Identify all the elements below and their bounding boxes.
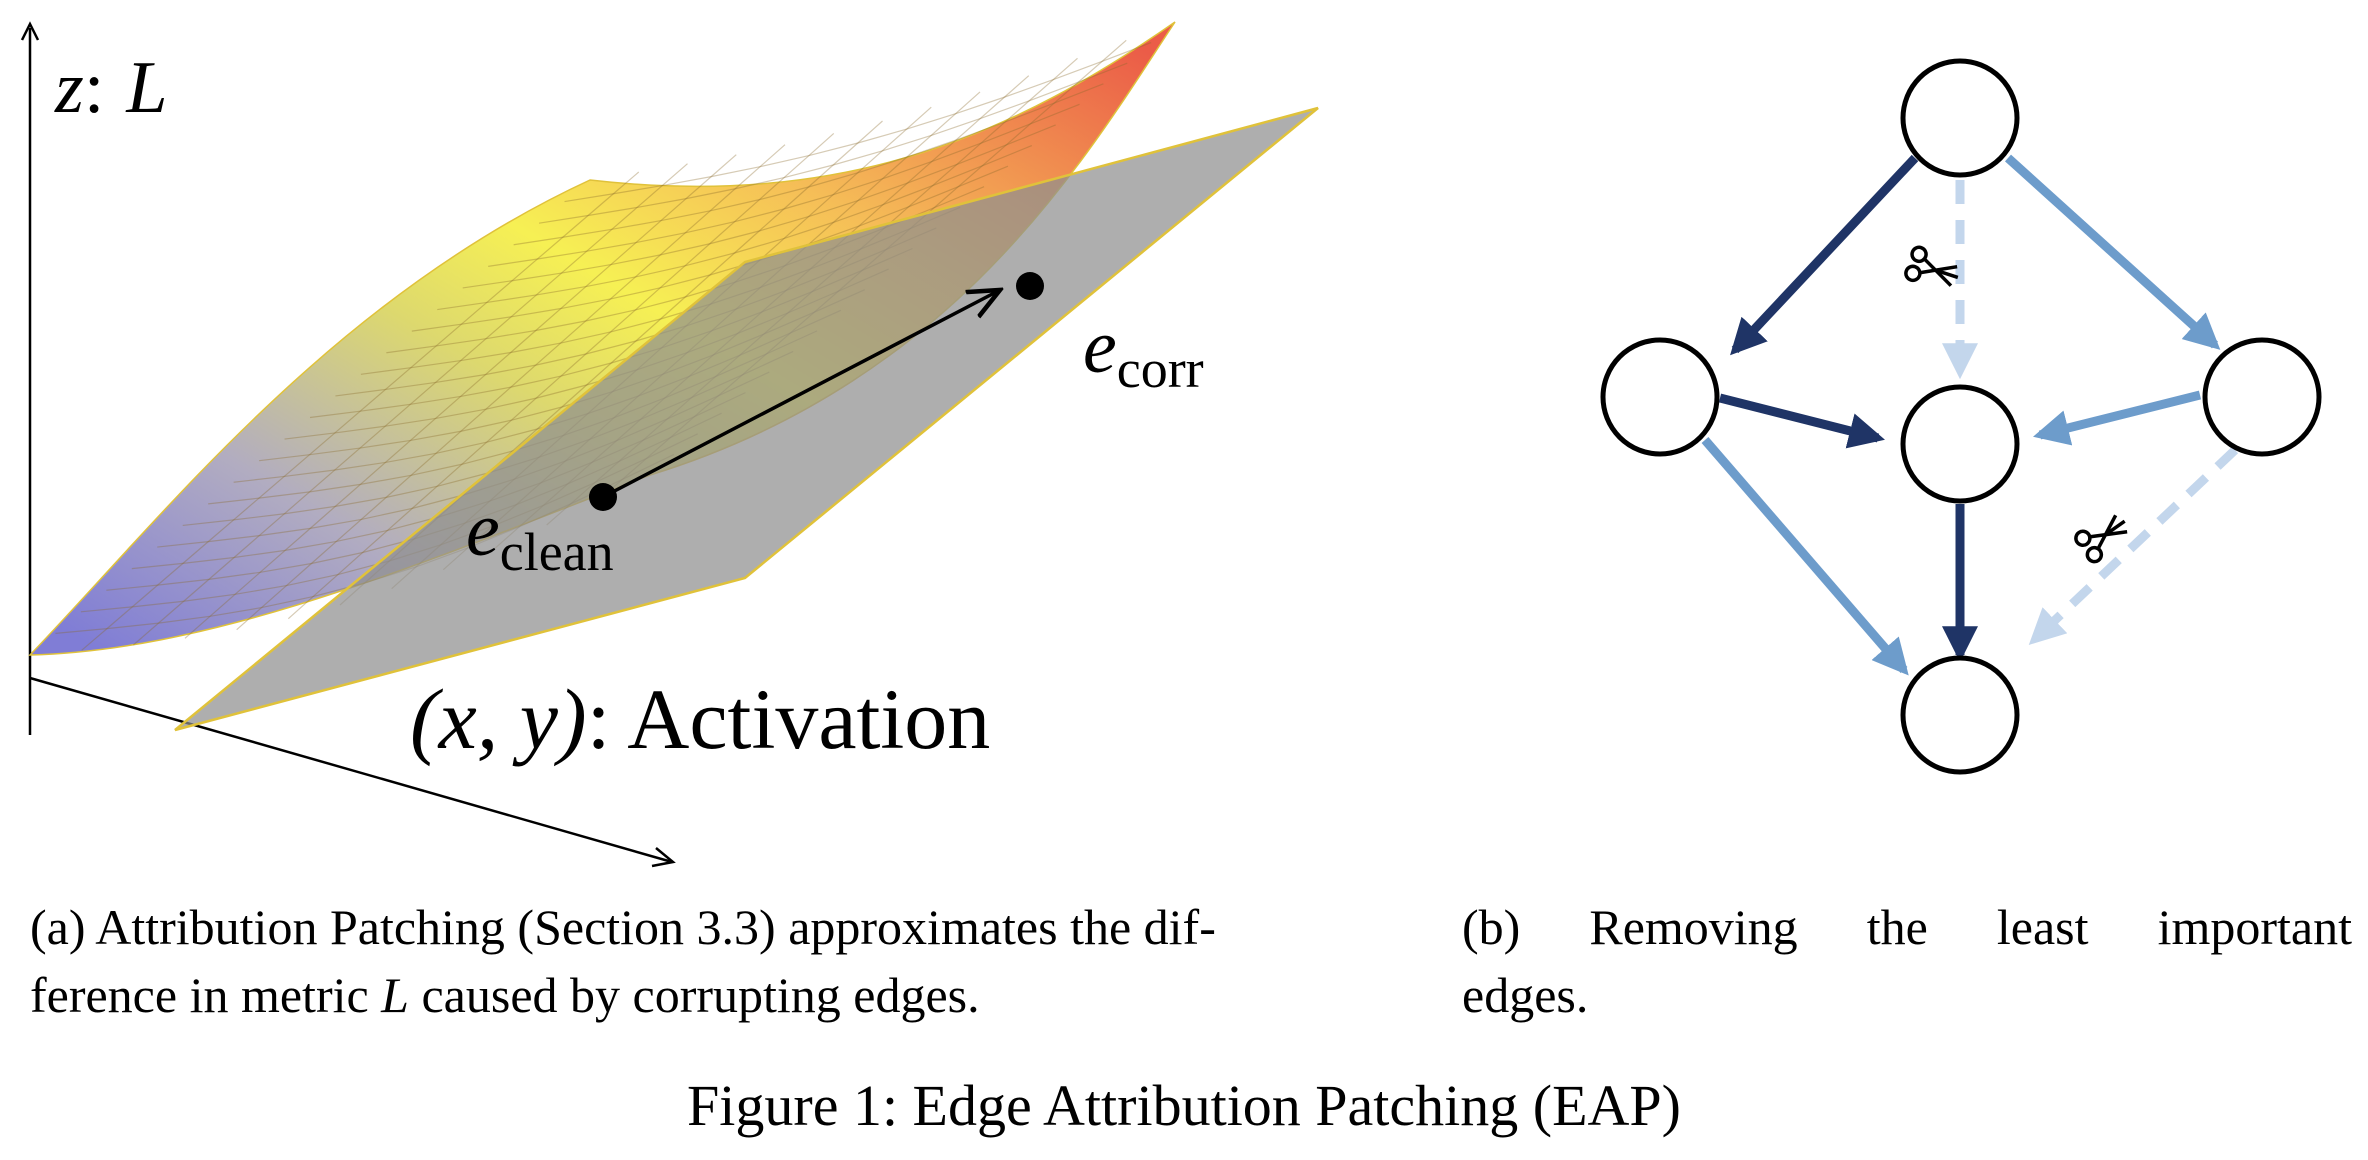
edge-left-center [1718, 393, 1885, 449]
node-left [1600, 337, 1720, 457]
surface-grid-line [538, 62, 1128, 224]
x-axis [29, 676, 673, 864]
e-clean-label: eclean [466, 488, 614, 582]
node-top [1900, 58, 2020, 178]
surface-grid-line [132, 163, 688, 646]
corr-point [1016, 272, 1044, 300]
surface-grid-line [462, 124, 1056, 289]
surface-grid-line [411, 165, 1009, 332]
edge-left-bottom [1701, 437, 1909, 676]
scissors-icon [2074, 514, 2128, 564]
caption-b-line2: edges. [1462, 967, 1589, 1023]
node-right [2202, 337, 2322, 457]
surface-grid-line [81, 171, 640, 651]
caption-b-line1: (b) Removing the least important [1462, 899, 2352, 955]
z-axis-label: z: L [54, 47, 168, 129]
circuit-graph-figure [1600, 58, 2322, 775]
surface-grid-line [488, 103, 1080, 267]
figure-title: Figure 1: Edge Attribution Patching (EAP… [687, 1073, 1681, 1138]
edge-top-left [1730, 154, 1919, 356]
clean-point [589, 483, 617, 511]
caption-a-line1: (a) Attribution Patching (Section 3.3) a… [30, 899, 1216, 955]
panel-b-circuit-graph [1560, 30, 2360, 800]
node-center [1900, 384, 2020, 504]
caption-a-line2: ference in metric L caused by corrupting… [30, 967, 980, 1023]
surface-grid-line [513, 83, 1104, 246]
scissors-icon [1904, 245, 1959, 287]
panel-a-loss-surface: z: L ecorr eclean (x, y): Activation [0, 0, 1360, 880]
e-corr-label: ecorr [1083, 305, 1204, 399]
node-bottom [1900, 655, 2020, 775]
edge-right-center [2033, 390, 2202, 446]
loss-surface-figure: z: L ecorr eclean (x, y): Activation [20, 21, 1319, 868]
caption-b: (b) Removing the least important edges. [1462, 893, 2352, 1029]
tangent-plane [174, 106, 1319, 732]
z-axis-arrowhead [20, 21, 40, 41]
xy-axis-label: (x, y): Activation [410, 671, 990, 767]
caption-a: (a) Attribution Patching (Section 3.3) a… [30, 893, 1450, 1029]
surface-grid-line [287, 133, 835, 620]
surface-grid-line [236, 144, 786, 631]
edge-right-bottom-removed [2028, 446, 2239, 645]
surface-grid-line [184, 154, 737, 639]
surface-grid-line [564, 42, 1152, 203]
surface-grid-line [437, 144, 1033, 311]
edge-top-right [2004, 154, 2221, 350]
clean-to-corr-arrow [602, 290, 1000, 499]
x-axis-arrowhead [651, 847, 676, 868]
